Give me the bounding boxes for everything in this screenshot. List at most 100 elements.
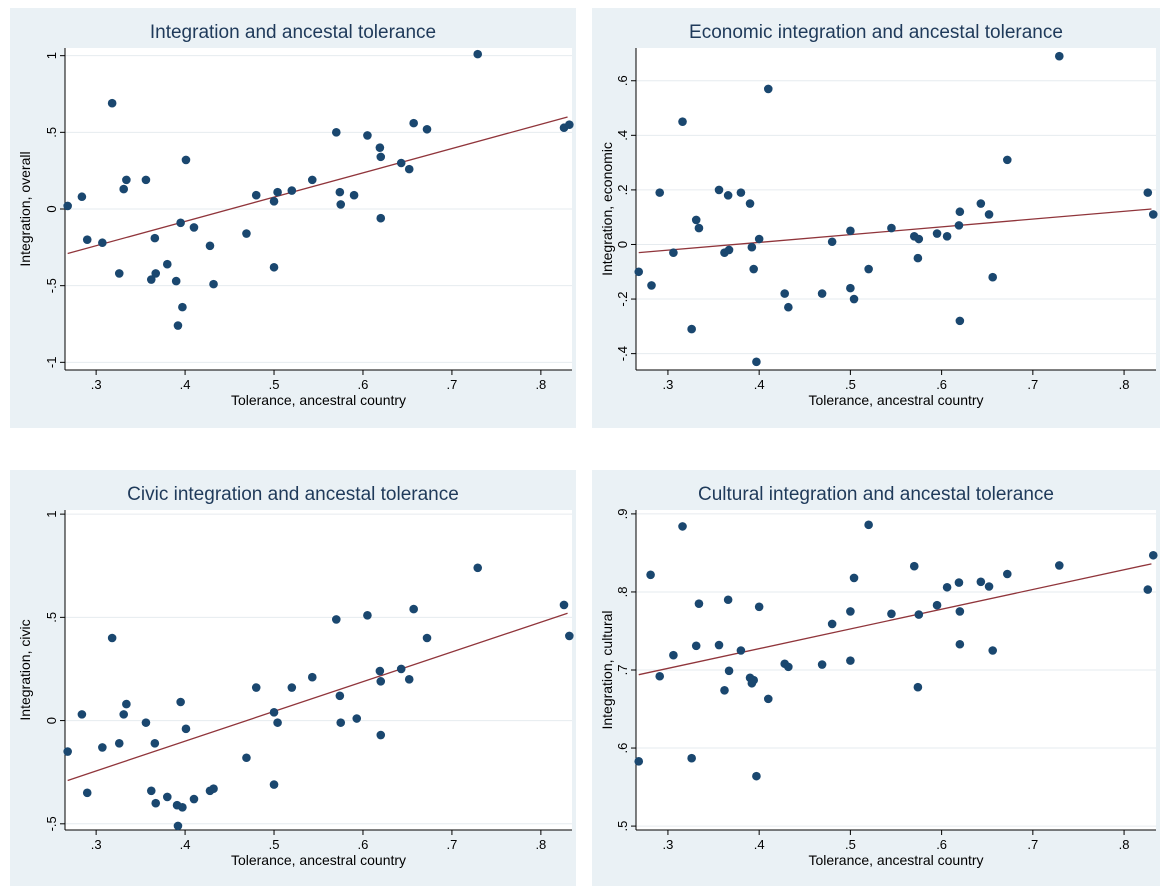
data-point <box>955 207 965 217</box>
data-point <box>331 615 341 624</box>
data-point <box>162 259 172 269</box>
x-tick-label: .5 <box>269 837 280 852</box>
data-point <box>82 788 92 798</box>
x-tick-label: .3 <box>663 837 674 852</box>
data-point <box>335 691 345 701</box>
data-point <box>269 708 279 717</box>
fitted-line <box>638 208 1152 254</box>
data-point <box>752 357 761 367</box>
y-tick-label: .8 <box>615 587 630 598</box>
data-point <box>422 124 432 134</box>
y-axis-label: Integration, overall <box>17 151 33 266</box>
data-point <box>473 49 483 59</box>
data-point <box>784 302 793 312</box>
y-tick-label: 1 <box>44 52 59 59</box>
y-tick-label: .5 <box>44 127 59 138</box>
y-tick-label: .2 <box>615 184 630 195</box>
chart-title: Integration and ancestal tolerance <box>150 22 436 43</box>
data-point <box>375 143 385 152</box>
data-point <box>954 221 964 230</box>
data-point <box>634 267 644 277</box>
y-tick-label: .9 <box>615 508 630 519</box>
y-tick-label: 1 <box>44 511 59 518</box>
data-point <box>694 599 704 608</box>
data-point <box>119 184 129 194</box>
y-tick-label: .4 <box>615 130 630 141</box>
data-point <box>146 786 156 796</box>
chart-panel-cultural: Cultural integration and ancestal tolera… <box>592 470 1160 886</box>
y-tick-label: -1 <box>44 357 59 369</box>
x-tick-label: .5 <box>845 837 856 852</box>
data-point <box>955 316 965 326</box>
data-point <box>691 641 701 651</box>
data-point <box>914 234 924 244</box>
data-point <box>141 175 151 185</box>
data-point <box>724 666 734 676</box>
data-point <box>817 660 827 669</box>
data-point <box>955 639 965 649</box>
data-point <box>251 190 261 200</box>
data-point <box>141 718 151 727</box>
data-point <box>849 294 859 304</box>
x-tick-label: .3 <box>663 377 674 392</box>
x-tick-label: .7 <box>446 837 457 852</box>
data-point <box>336 200 346 209</box>
data-point <box>336 718 346 727</box>
data-point <box>669 248 678 257</box>
data-point <box>146 275 156 284</box>
data-point <box>763 84 773 94</box>
data-point <box>1002 155 1012 165</box>
y-axis-label: Integration, civic <box>17 619 33 720</box>
data-point <box>363 610 372 620</box>
plot-area <box>636 48 1156 370</box>
y-tick-label: -.5 <box>44 278 59 293</box>
data-point <box>678 522 687 531</box>
data-point <box>1054 51 1064 61</box>
data-point <box>932 229 942 238</box>
data-point <box>1148 550 1158 560</box>
data-point <box>780 289 790 298</box>
y-tick-label: 0 <box>44 717 59 724</box>
data-point <box>251 683 261 692</box>
y-tick-label: -.5 <box>44 816 59 831</box>
data-point <box>269 262 279 272</box>
data-point <box>376 677 386 686</box>
data-point <box>1002 569 1012 579</box>
x-tick-label: .8 <box>535 377 546 392</box>
y-tick-label: 0 <box>615 241 630 248</box>
data-point <box>375 666 385 676</box>
data-point <box>955 607 965 616</box>
fitted-line <box>67 612 568 782</box>
chart-civic: Civic integration and ancestal tolerance… <box>17 484 574 868</box>
data-point <box>647 281 656 290</box>
data-point <box>98 743 107 752</box>
x-axis-label: Tolerance, ancestral country <box>231 392 406 408</box>
data-point <box>178 802 187 812</box>
data-point <box>209 784 218 794</box>
data-point <box>331 128 341 137</box>
data-point <box>173 821 183 831</box>
data-point <box>114 269 124 278</box>
data-point <box>98 238 107 248</box>
data-point <box>763 694 773 704</box>
data-point <box>932 600 942 610</box>
y-axis-label: Integration, cultural <box>599 610 615 729</box>
data-point <box>363 131 372 140</box>
data-point <box>714 185 724 195</box>
data-point <box>559 600 569 610</box>
data-point <box>63 201 72 211</box>
y-tick-label: -.4 <box>615 346 630 361</box>
chart-panel-economic: Economic integration and ancestal tolera… <box>592 8 1160 428</box>
chart-title: Civic integration and ancestal tolerance <box>127 484 459 505</box>
data-point <box>162 792 172 802</box>
x-axis-label: Tolerance, ancestral country <box>231 852 406 868</box>
data-point <box>122 175 131 185</box>
data-point <box>976 199 986 208</box>
data-point <box>307 175 317 185</box>
data-point <box>181 155 191 165</box>
data-point <box>1148 210 1158 219</box>
data-point <box>205 241 215 251</box>
chart-title: Economic integration and ancestal tolera… <box>689 22 1063 43</box>
data-point <box>909 561 919 571</box>
data-point <box>422 633 432 643</box>
